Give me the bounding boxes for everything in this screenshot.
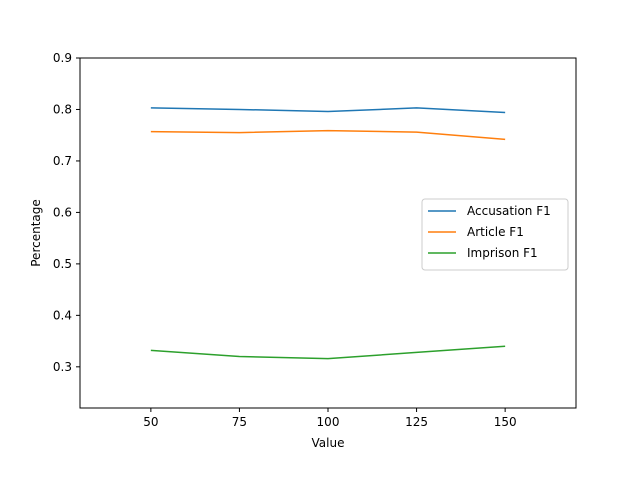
x-tick-label: 150 <box>494 415 517 429</box>
y-tick-label: 0.3 <box>53 360 72 374</box>
x-axis: 50 75 100 125 150 <box>143 408 517 429</box>
y-tick-label: 0.5 <box>53 257 72 271</box>
series-line-article-f1 <box>150 129 506 141</box>
y-axis: 0.3 0.4 0.5 0.6 0.7 0.8 0.9 <box>53 51 80 374</box>
legend: Accusation F1 Article F1 Imprison F1 <box>421 198 569 271</box>
series-line-imprison-f1 <box>150 345 506 360</box>
legend-label: Imprison F1 <box>467 246 538 260</box>
y-tick-label: 0.7 <box>53 154 72 168</box>
x-axis-label: Value <box>312 436 345 450</box>
y-tick-label: 0.6 <box>53 205 72 219</box>
legend-label: Article F1 <box>467 225 524 239</box>
series-layer <box>150 107 506 360</box>
y-tick-label: 0.4 <box>53 308 72 322</box>
legend-frame <box>421 198 569 271</box>
y-axis-label: Percentage <box>29 199 43 267</box>
series-line-accusation-f1 <box>150 107 506 114</box>
x-tick-label: 75 <box>232 415 247 429</box>
x-tick-label: 125 <box>405 415 428 429</box>
x-tick-label: 50 <box>143 415 158 429</box>
x-tick-label: 100 <box>317 415 340 429</box>
legend-label: Accusation F1 <box>467 204 551 218</box>
y-tick-label: 0.8 <box>53 102 72 116</box>
y-tick-label: 0.9 <box>53 51 72 65</box>
